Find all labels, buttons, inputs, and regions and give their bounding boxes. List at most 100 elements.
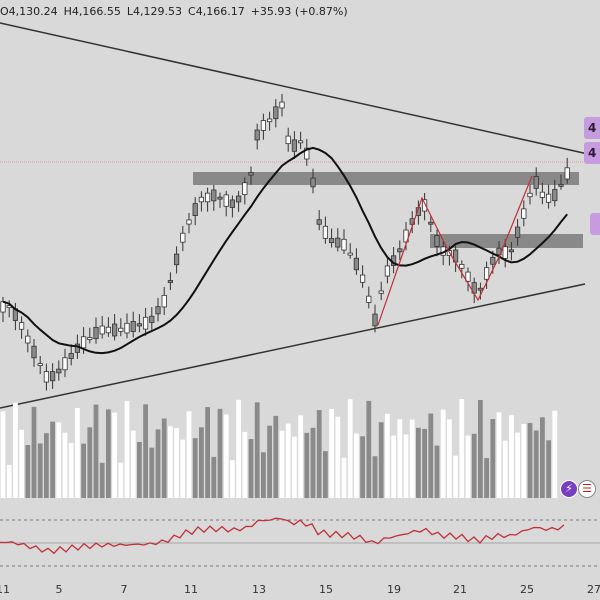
volume-bar	[391, 435, 396, 498]
candle-body	[235, 195, 242, 203]
candle-body	[105, 326, 111, 334]
volume-bar	[397, 419, 403, 498]
candle-body	[62, 357, 68, 371]
x-tick-label: 13	[252, 583, 266, 596]
volume-bar	[329, 408, 334, 498]
candle-body	[310, 177, 316, 188]
volume-bar	[68, 443, 74, 498]
candle-body	[56, 368, 62, 374]
candle-body	[297, 140, 304, 144]
volume-bar	[13, 402, 18, 498]
volume-bar	[453, 455, 458, 498]
volume-bar	[124, 401, 130, 498]
volume-bar	[230, 460, 235, 498]
candle-body	[421, 199, 428, 212]
candle-body	[130, 321, 136, 332]
x-tick-label: 15	[319, 583, 333, 596]
volume-bar	[6, 464, 12, 498]
candle-body	[180, 232, 186, 243]
candle-body	[81, 336, 87, 349]
support-zone	[430, 234, 583, 248]
candle-body	[204, 192, 211, 203]
candle-body	[558, 183, 564, 187]
candle-body	[68, 353, 74, 359]
volume-bar	[341, 457, 347, 498]
candle-body	[161, 294, 167, 308]
volume-bar	[99, 462, 105, 498]
candle-body	[546, 193, 552, 203]
candle-body	[291, 139, 298, 152]
volume-bar	[347, 399, 353, 498]
ohlc-low: L4,129.53	[126, 5, 183, 18]
candle-body	[502, 246, 508, 259]
volume-bar	[273, 415, 279, 498]
ohlc-readout: O4,130.24 H4,166.55 L4,129.53 C4,166.17 +35.…	[0, 5, 354, 18]
volume-bar	[471, 433, 477, 498]
candle-body	[155, 306, 161, 315]
volume-bar	[0, 411, 6, 498]
volume-bar	[496, 412, 502, 498]
volume-bar	[434, 445, 440, 498]
candle-body	[347, 252, 353, 256]
volume-bar	[75, 408, 80, 498]
price-badge-upper[interactable]: 4	[584, 117, 600, 139]
us-flag-icon[interactable]: ☰	[578, 480, 596, 498]
candle-body	[564, 167, 570, 180]
volume-bar	[242, 431, 248, 498]
moving-average-line	[2, 146, 568, 355]
descending-trendline	[0, 22, 589, 155]
volume-bar	[409, 419, 415, 498]
volume-bar	[354, 433, 359, 498]
candle-body	[173, 253, 180, 266]
candle-body	[366, 295, 372, 303]
x-tick-label: 5	[56, 583, 63, 596]
volume-bar	[279, 430, 285, 498]
volume-bar	[149, 447, 155, 498]
volume-bar	[112, 412, 117, 498]
volume-bar	[465, 435, 471, 498]
candle-body	[515, 226, 521, 238]
candle-body	[229, 199, 235, 208]
x-tick-label: 7	[121, 583, 128, 596]
candle-body	[316, 219, 322, 225]
volume-bar	[87, 427, 93, 498]
candle-body	[459, 264, 465, 269]
candle-body	[322, 225, 329, 239]
volume-bar	[155, 429, 161, 498]
lightning-icon[interactable]: ⚡	[560, 480, 578, 498]
rsi-line	[0, 517, 565, 555]
volume-bar	[56, 422, 62, 498]
volume-bar	[323, 451, 328, 498]
resistance-zone	[193, 172, 579, 185]
candle-body	[353, 257, 360, 271]
candle-body	[428, 221, 434, 225]
volume-bar	[267, 425, 272, 498]
volume-bar	[378, 422, 384, 498]
volume-bar	[447, 419, 452, 498]
volume-bar	[161, 418, 167, 498]
x-tick-label: 25	[520, 583, 534, 596]
candle-body	[477, 287, 484, 291]
candle-body	[112, 323, 118, 337]
volume-bar	[254, 402, 260, 498]
volume-bar	[292, 436, 297, 498]
x-tick-label: 21	[453, 583, 467, 596]
zigzag-pattern	[377, 175, 533, 326]
candle-body	[31, 345, 37, 359]
candle-body	[527, 192, 533, 198]
candle-body	[359, 274, 366, 283]
volume-bar	[223, 414, 229, 498]
price-badge-lower[interactable]	[590, 213, 600, 235]
candle-body	[217, 196, 223, 200]
x-tick-label: 19	[387, 583, 401, 596]
ascending-trendline	[0, 283, 586, 409]
volume-bar	[422, 428, 427, 498]
price-badge-middle[interactable]: 4	[584, 142, 600, 164]
volume-bar	[19, 429, 24, 498]
candle-body	[254, 129, 260, 141]
volume-bar	[416, 427, 421, 498]
candle-body	[124, 322, 130, 334]
volume-bar	[50, 421, 55, 498]
volume-bar	[217, 408, 223, 498]
